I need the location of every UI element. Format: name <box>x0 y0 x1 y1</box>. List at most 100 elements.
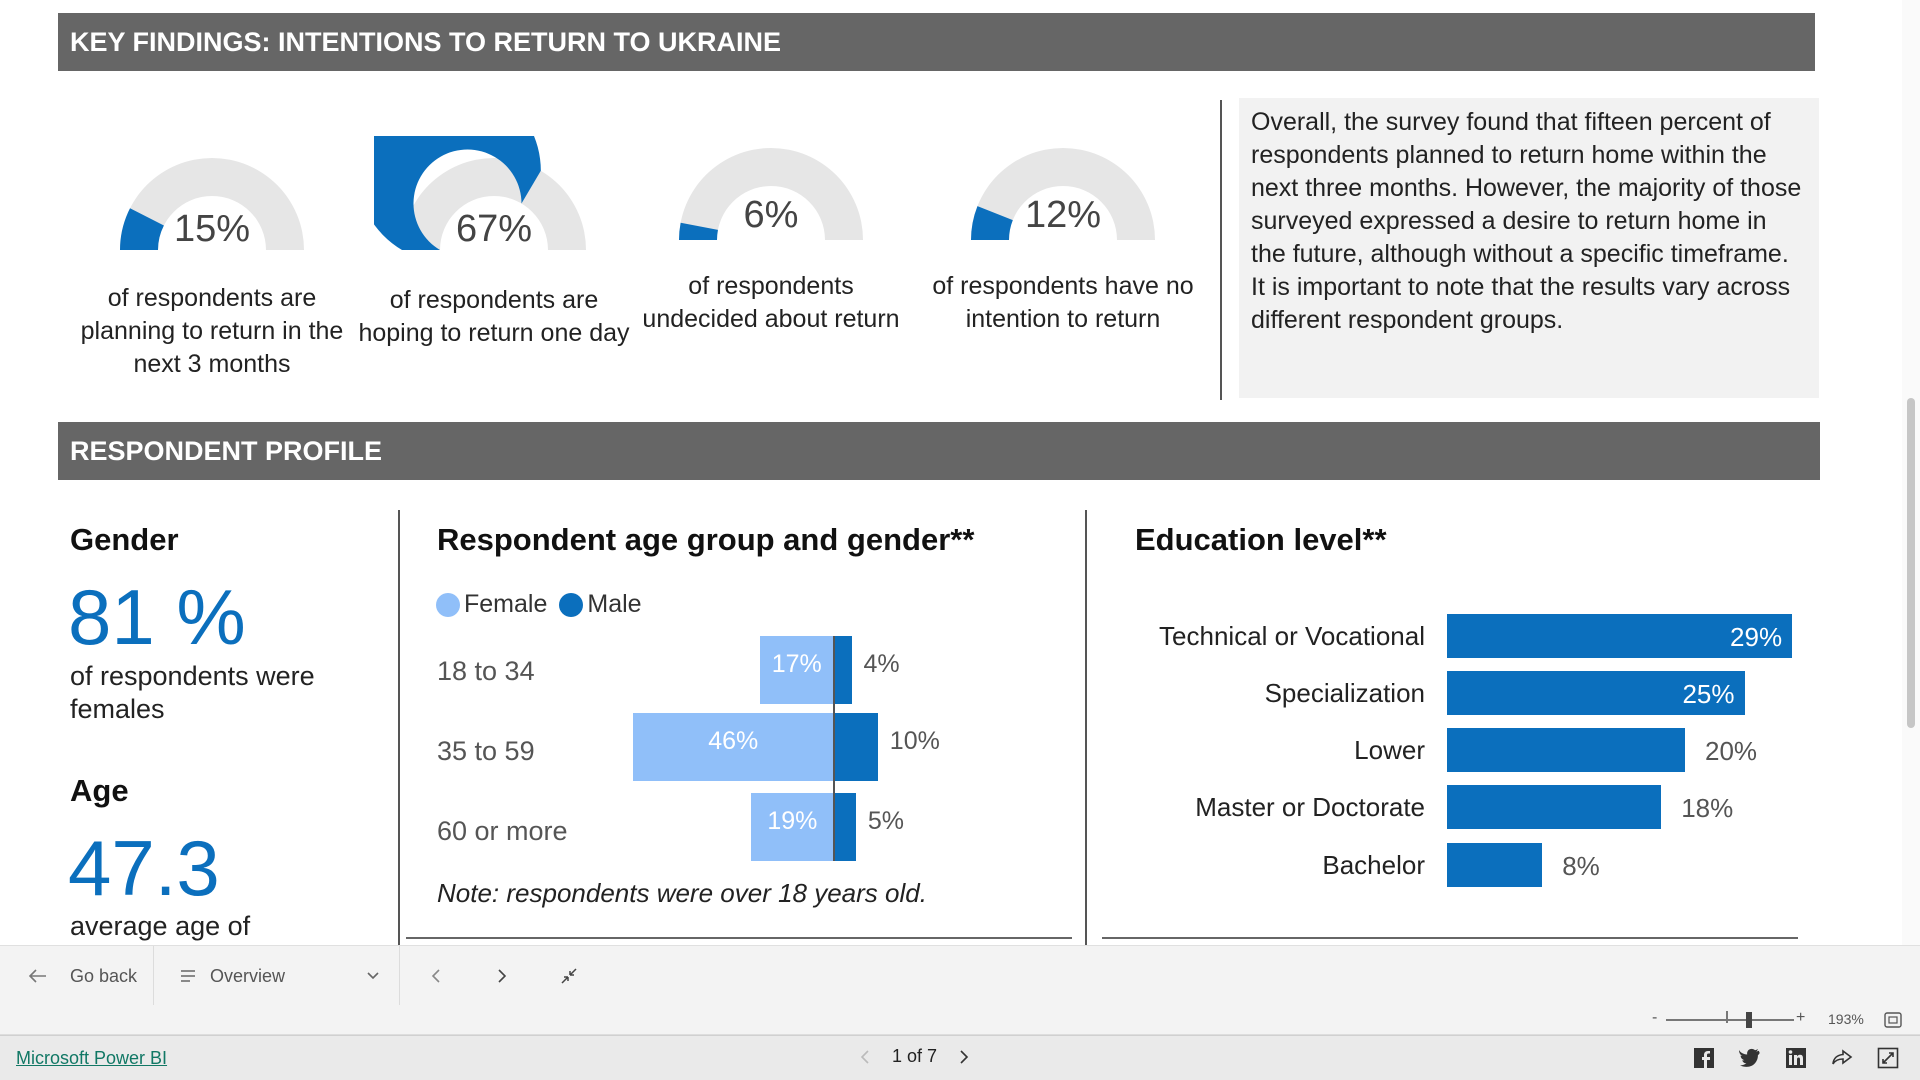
page-select-dropdown[interactable]: Overview <box>180 946 380 1006</box>
female-bar[interactable] <box>632 713 834 781</box>
scrollbar-thumb[interactable] <box>1907 398 1915 728</box>
age-group-label: 18 to 34 <box>437 656 535 686</box>
male-bar[interactable] <box>834 636 852 704</box>
gauge-track <box>679 147 863 240</box>
footer-bar: Microsoft Power BI 1 of 7 <box>0 1035 1920 1080</box>
zoom-slider-tick <box>1726 1011 1728 1023</box>
gauge-description: of respondents are planning to return in… <box>80 284 344 378</box>
zoom-bar: - + 193% <box>0 1005 1920 1035</box>
gauge-description: of respondents undecided about return <box>642 272 900 333</box>
share-icon[interactable] <box>1828 1044 1856 1072</box>
gender-value: 81 % <box>68 573 246 661</box>
age-chart-axis <box>833 636 835 861</box>
gauge-track <box>402 157 586 250</box>
gauge-track <box>119 157 304 250</box>
gauge-3: 6% of respondents undecided about return <box>642 126 900 333</box>
power-bi-link[interactable]: Microsoft Power BI <box>16 1048 168 1068</box>
age-gender-title: Respondent age group and gender** <box>437 522 975 557</box>
summary-box: Overall, the survey found that fifteen p… <box>1239 98 1819 398</box>
facebook-icon[interactable] <box>1690 1044 1718 1072</box>
female-bar[interactable] <box>759 636 834 704</box>
list-icon <box>181 970 195 982</box>
gauge-track <box>971 147 1155 240</box>
edu-chart-underline <box>1102 937 1798 939</box>
summary-paragraph-2: It is important to note that the results… <box>1251 273 1791 334</box>
education-category-label: Specialization <box>1264 678 1425 708</box>
age-gender-legend: Female Male <box>436 590 642 619</box>
collapse-icon <box>561 968 577 984</box>
female-bar-label: 17% <box>771 650 822 678</box>
fullscreen-icon[interactable] <box>1874 1044 1902 1072</box>
gauge-fill <box>679 222 718 240</box>
gauge-4: 12% of respondents have no intention to r… <box>932 126 1194 333</box>
chevron-right-icon <box>498 969 507 983</box>
age-group-label: 35 to 59 <box>437 736 535 766</box>
linkedin-icon[interactable] <box>1782 1044 1810 1072</box>
male-bar-label: 5% <box>867 807 905 835</box>
gauge-percent: 67% <box>455 208 533 250</box>
age-gender-note: Note: respondents were over 18 years old… <box>437 878 927 908</box>
vertical-scrollbar[interactable] <box>1902 0 1920 945</box>
go-back-label: Go back <box>70 965 138 986</box>
male-legend-dot <box>559 592 584 617</box>
female-bar[interactable] <box>750 793 834 861</box>
collapse-button[interactable] <box>560 946 578 1006</box>
gender-title: Gender <box>70 522 179 557</box>
nav-separator <box>399 946 400 1006</box>
zoom-slider-track[interactable] <box>1666 1019 1794 1021</box>
gauge-description: of respondents are hoping to return one … <box>358 286 630 347</box>
gauge-percent: 12% <box>1024 194 1102 236</box>
previous-page-button[interactable] <box>430 946 442 1006</box>
gauge-fill <box>971 206 1013 240</box>
education-bar-label: 25% <box>1682 679 1735 709</box>
education-bar-label: 29% <box>1730 622 1783 652</box>
female-bar-label: 19% <box>767 807 818 835</box>
education-category-label: Technical or Vocational <box>1159 621 1425 651</box>
summary-divider <box>1220 100 1222 400</box>
female-legend-label: Female <box>464 590 548 618</box>
male-bar[interactable] <box>834 713 878 781</box>
male-legend-label: Male <box>587 590 642 618</box>
page-select-label: Overview <box>210 965 286 986</box>
education-bar[interactable] <box>1447 671 1745 715</box>
education-bar[interactable] <box>1447 728 1685 772</box>
summary-paragraph-1: Overall, the survey found that fifteen p… <box>1251 108 1802 268</box>
education-bar-label: 8% <box>1562 851 1600 881</box>
male-bar-label: 4% <box>863 650 900 678</box>
age-group-label: 60 or more <box>437 816 568 846</box>
age-title: Age <box>70 773 129 808</box>
zoom-in-button[interactable]: + <box>1796 1009 1806 1026</box>
female-bar-label: 46% <box>708 727 759 755</box>
education-bar[interactable] <box>1447 843 1543 887</box>
pager-next-icon[interactable] <box>959 1049 969 1065</box>
page-indicator: 1 of 7 <box>892 1046 938 1066</box>
pager-prev-icon[interactable] <box>860 1049 870 1065</box>
gauge-fill <box>374 136 541 250</box>
education-category-label: Bachelor <box>1322 850 1425 880</box>
report-page: KEY FINDINGS: INTENTIONS TO RETURN TO UK… <box>58 0 1920 945</box>
gauge-fill <box>120 208 164 250</box>
profile-divider-2 <box>1085 510 1087 945</box>
education-bar[interactable] <box>1447 614 1793 658</box>
fit-page-icon[interactable] <box>1884 1012 1902 1028</box>
chevron-down-icon <box>367 972 379 980</box>
go-back-button[interactable]: Go back <box>28 946 137 1006</box>
next-page-button[interactable] <box>496 946 508 1006</box>
zoom-out-button[interactable]: - <box>1652 1009 1658 1026</box>
education-bar-label: 18% <box>1681 793 1734 823</box>
education-bar[interactable] <box>1447 785 1662 829</box>
key-findings-banner: KEY FINDINGS: INTENTIONS TO RETURN TO UK… <box>58 13 1815 71</box>
twitter-icon[interactable] <box>1736 1044 1764 1072</box>
gauge-1: 15% of respondents are planning to return… <box>81 136 343 378</box>
page-pager: 1 of 7 <box>860 1046 969 1067</box>
gender-desc: of respondents were females <box>70 661 315 724</box>
zoom-slider-thumb[interactable] <box>1746 1012 1752 1028</box>
zoom-level: 193% <box>1828 1011 1864 1027</box>
gauge-percent: 6% <box>743 194 799 236</box>
chevron-left-icon <box>431 969 440 983</box>
report-nav-bar: Go back Overview <box>0 945 1920 1006</box>
age-chart-underline <box>406 937 1072 939</box>
arrow-left-icon <box>28 969 46 983</box>
respondent-profile-banner: RESPONDENT PROFILE <box>58 422 1820 480</box>
male-bar[interactable] <box>834 793 856 861</box>
